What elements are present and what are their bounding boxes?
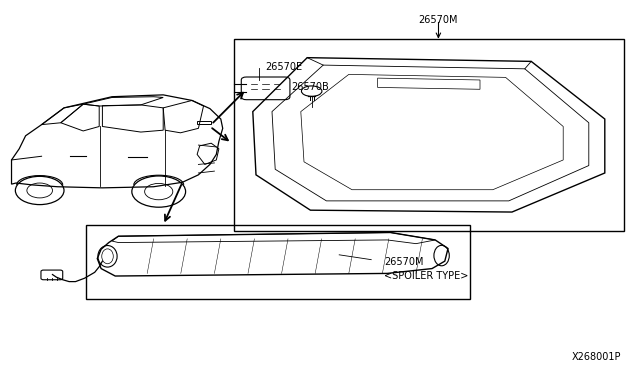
Text: X268001P: X268001P xyxy=(572,352,621,362)
Text: 26570M: 26570M xyxy=(419,16,458,25)
Bar xyxy=(234,39,624,231)
Text: 26570B: 26570B xyxy=(291,83,329,92)
Bar xyxy=(86,225,470,299)
Text: 26570E: 26570E xyxy=(266,62,303,72)
Text: <SPOILER TYPE>: <SPOILER TYPE> xyxy=(384,271,468,281)
Text: 26570M: 26570M xyxy=(384,257,424,267)
Bar xyxy=(197,121,211,124)
